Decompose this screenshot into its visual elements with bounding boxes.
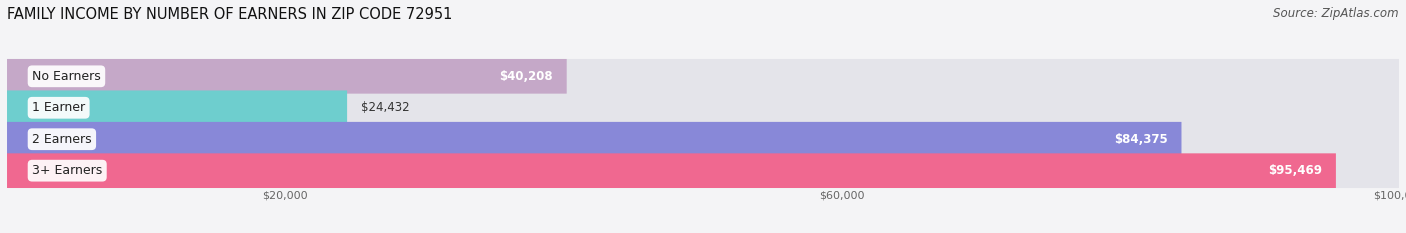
Text: Source: ZipAtlas.com: Source: ZipAtlas.com [1274,7,1399,20]
FancyBboxPatch shape [7,90,347,125]
FancyBboxPatch shape [7,153,1399,188]
FancyBboxPatch shape [7,122,1181,157]
Text: 2 Earners: 2 Earners [32,133,91,146]
FancyBboxPatch shape [7,153,1336,188]
FancyBboxPatch shape [7,90,1399,125]
Text: $84,375: $84,375 [1114,133,1167,146]
FancyBboxPatch shape [7,122,1399,157]
FancyBboxPatch shape [7,59,1399,94]
Text: $95,469: $95,469 [1268,164,1322,177]
Text: No Earners: No Earners [32,70,101,83]
Text: 1 Earner: 1 Earner [32,101,86,114]
FancyBboxPatch shape [7,59,567,94]
Text: 3+ Earners: 3+ Earners [32,164,103,177]
Text: $24,432: $24,432 [361,101,409,114]
Text: FAMILY INCOME BY NUMBER OF EARNERS IN ZIP CODE 72951: FAMILY INCOME BY NUMBER OF EARNERS IN ZI… [7,7,453,22]
Text: $40,208: $40,208 [499,70,553,83]
